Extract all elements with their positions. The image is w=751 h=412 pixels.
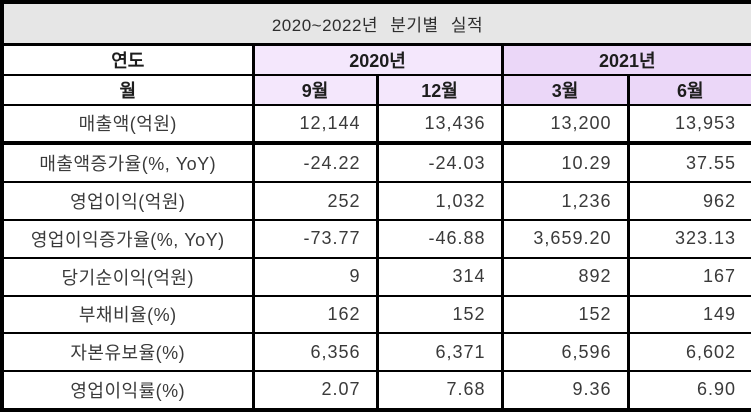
metric-value: 1,236 xyxy=(500,181,630,222)
metric-value: 152 xyxy=(500,294,630,335)
year-2021-header: 2021년 xyxy=(500,43,751,76)
metric-value: 6,596 xyxy=(500,332,630,372)
metric-label: 영업이익증가율(%, YoY) xyxy=(0,219,255,259)
metric-label: 영업이익률(%) xyxy=(0,369,255,412)
table-body: 매출액(억원) 12,144 13,436 13,200 13,953 매출액증… xyxy=(0,103,751,412)
metric-value: 9.36 xyxy=(500,369,630,412)
metric-label: 자본유보율(%) xyxy=(0,332,255,372)
metric-value: 6,602 xyxy=(626,332,751,372)
table-row-debt-ratio: 부채비율(%) 162 152 152 149 xyxy=(0,294,751,335)
metric-value: 892 xyxy=(500,256,630,297)
metric-label: 매출액(억원) xyxy=(0,103,255,145)
metric-value: 7.68 xyxy=(375,369,504,412)
metric-label: 영업이익(억원) xyxy=(0,181,255,222)
table-row-operating-margin: 영업이익률(%) 2.07 7.68 9.36 6.90 xyxy=(0,369,751,412)
table-row-revenue-growth: 매출액증가율(%, YoY) -24.22 -24.03 10.29 37.55 xyxy=(0,141,751,184)
month-header-row: 월 9월 12월 3월 6월 xyxy=(0,73,751,106)
table-row-net-income: 당기순이익(억원) 9 314 892 167 xyxy=(0,256,751,297)
metric-value: 314 xyxy=(375,256,504,297)
metric-value: 6.90 xyxy=(626,369,751,412)
table-title: 2020~2022년 분기별 실적 xyxy=(0,1,751,46)
metric-value: 152 xyxy=(375,294,504,335)
metric-label: 매출액증가율(%, YoY) xyxy=(0,141,255,184)
month-header-sep: 9월 xyxy=(251,73,379,106)
metric-value: 167 xyxy=(626,256,751,297)
metric-value: 962 xyxy=(626,181,751,222)
month-header-mar: 3월 xyxy=(500,73,630,106)
metric-value: 13,436 xyxy=(375,103,504,145)
metric-value: 9 xyxy=(251,256,379,297)
year-header-label: 연도 xyxy=(0,43,255,76)
metric-value: -46.88 xyxy=(375,219,504,259)
metric-value: 1,032 xyxy=(375,181,504,222)
metric-value: 2.07 xyxy=(251,369,379,412)
metric-value: 13,953 xyxy=(626,103,751,145)
metric-value: 37.55 xyxy=(626,141,751,184)
metric-value: 10.29 xyxy=(500,141,630,184)
metric-value: 323.13 xyxy=(626,219,751,259)
metric-value: -24.22 xyxy=(251,141,379,184)
month-header-dec: 12월 xyxy=(375,73,504,106)
month-header-label: 월 xyxy=(0,73,255,106)
metric-value: 252 xyxy=(251,181,379,222)
metric-value: -73.77 xyxy=(251,219,379,259)
metric-label: 부채비율(%) xyxy=(0,294,255,335)
metric-value: 149 xyxy=(626,294,751,335)
table-row-revenue: 매출액(억원) 12,144 13,436 13,200 13,953 xyxy=(0,103,751,145)
metric-value: -24.03 xyxy=(375,141,504,184)
metric-value: 6,371 xyxy=(375,332,504,372)
title-row: 2020~2022년 분기별 실적 xyxy=(0,1,751,46)
metric-value: 162 xyxy=(251,294,379,335)
metric-value: 12,144 xyxy=(251,103,379,145)
table-row-operating-profit-growth: 영업이익증가율(%, YoY) -73.77 -46.88 3,659.20 3… xyxy=(0,219,751,259)
metric-value: 3,659.20 xyxy=(500,219,630,259)
metric-value: 13,200 xyxy=(500,103,630,145)
table-row-reserve-ratio: 자본유보율(%) 6,356 6,371 6,596 6,602 xyxy=(0,332,751,372)
month-header-jun: 6월 xyxy=(626,73,751,106)
year-header-row: 연도 2020년 2021년 xyxy=(0,43,751,76)
year-2020-header: 2020년 xyxy=(251,43,504,76)
metric-label: 당기순이익(억원) xyxy=(0,256,255,297)
metric-value: 6,356 xyxy=(251,332,379,372)
table-row-operating-profit: 영업이익(억원) 252 1,032 1,236 962 xyxy=(0,181,751,222)
